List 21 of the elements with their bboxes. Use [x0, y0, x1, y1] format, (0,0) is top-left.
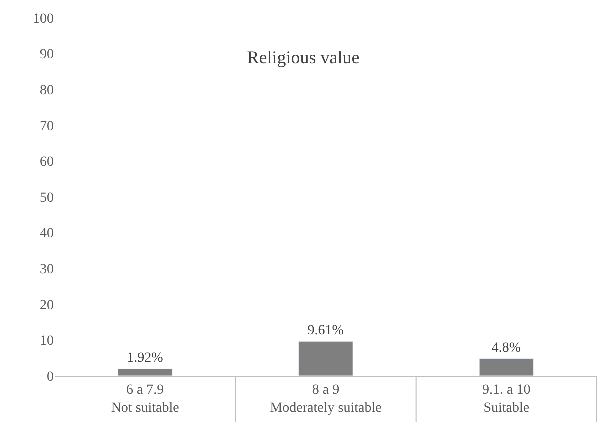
- text: Religious value: [247, 48, 360, 68]
- y-tick-label: 70: [40, 119, 54, 134]
- x-tick-label: 9.1. a 10 Suitable: [482, 382, 531, 416]
- data-label: 1.92%: [127, 351, 164, 366]
- x-tick-label: 6 a 7.9 Not suitable: [111, 382, 180, 416]
- bar: [118, 368, 173, 376]
- y-tick-label: 30: [40, 262, 54, 278]
- x-tick-label: 8 a 9 Moderately suitable: [270, 382, 382, 416]
- data-label: 4.8%: [492, 340, 522, 356]
- y-tick-label: 40: [40, 226, 54, 242]
- y-tick-label: 0: [47, 370, 54, 385]
- y-tick-label: 60: [40, 155, 54, 170]
- y-tick-label: 100: [33, 12, 54, 27]
- data-label: 9.61%: [308, 324, 344, 339]
- bar: [298, 341, 354, 376]
- bar: [479, 358, 534, 376]
- y-tick-label: 50: [40, 190, 54, 206]
- y-tick-label: 20: [40, 298, 54, 314]
- y-tick-label: 10: [40, 334, 54, 350]
- y-tick-label: 90: [40, 48, 54, 63]
- y-tick-label: 80: [40, 84, 54, 98]
